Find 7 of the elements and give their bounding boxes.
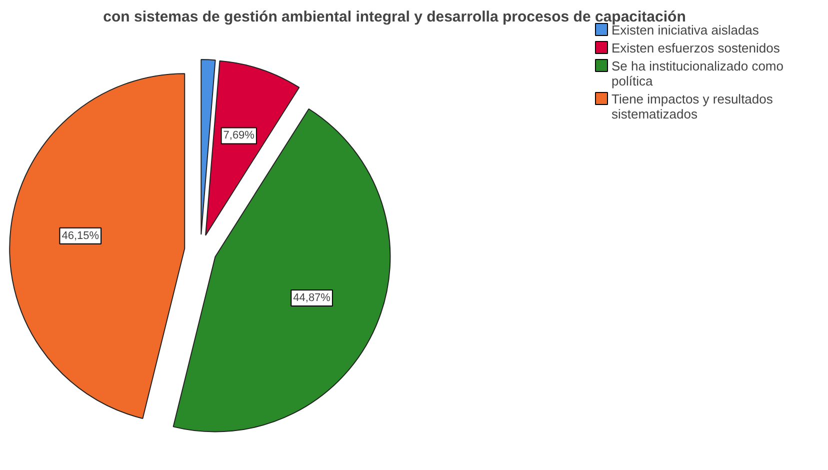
data-label: 46,15% — [62, 230, 100, 242]
data-label: 7,69% — [223, 130, 255, 142]
legend-label: Existen esfuerzos sostenidos — [612, 40, 780, 56]
legend-label: Tiene impactos y resultados sistematizados — [612, 92, 774, 122]
data-label: 44,87% — [293, 292, 331, 304]
chart-title: con sistemas de gestión ambiental integral y desarrolla procesos de capacitación — [103, 8, 686, 26]
legend-label: Se ha institucionalizado como política — [612, 58, 784, 88]
